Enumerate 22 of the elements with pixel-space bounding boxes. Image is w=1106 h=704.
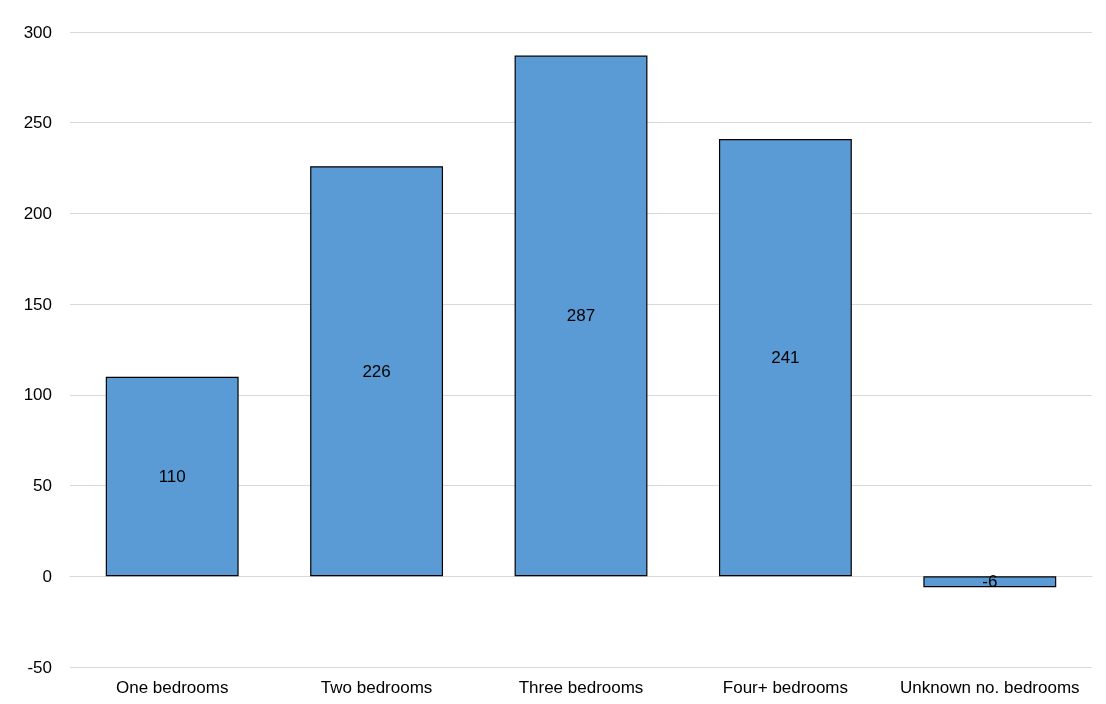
- x-tick-label: Three bedrooms: [518, 678, 644, 697]
- x-tick-label: Four+ bedrooms: [722, 678, 848, 697]
- y-tick-label: 200: [23, 203, 52, 223]
- y-tick-label: 250: [23, 113, 52, 133]
- bar: [310, 166, 444, 577]
- y-tick-label: 100: [23, 385, 52, 405]
- y-tick-label: 300: [23, 22, 52, 42]
- x-tick-label: One bedrooms: [115, 678, 229, 697]
- bar: [923, 576, 1057, 588]
- data-label: 241: [771, 348, 800, 368]
- y-tick-label: -50: [27, 657, 52, 677]
- data-label: 287: [566, 306, 596, 326]
- bar: [514, 55, 648, 577]
- data-label: 110: [158, 467, 186, 486]
- y-tick-label: 50: [33, 476, 52, 496]
- x-tick-label: Unknown no. bedrooms: [900, 678, 1080, 697]
- bar: [105, 376, 239, 577]
- data-label: 226: [362, 361, 391, 381]
- y-tick-label: 0: [42, 566, 52, 586]
- x-tick-label: Two bedrooms: [320, 678, 433, 697]
- y-tick-label: 150: [23, 294, 52, 314]
- bar: [718, 139, 852, 577]
